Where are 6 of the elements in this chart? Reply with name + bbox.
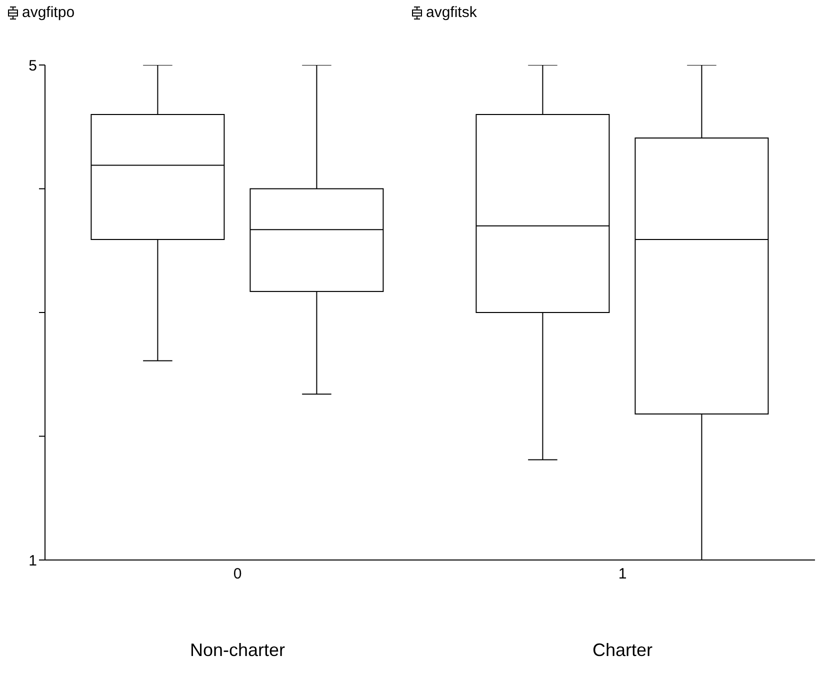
y-tick-label: 5 <box>28 57 37 74</box>
legend-label: avgfitpo <box>22 4 75 21</box>
text: Non-charter <box>188 640 286 661</box>
x-tick-label: 0 <box>233 566 242 583</box>
legend-label: avgfitsk <box>426 4 477 21</box>
text: Charter <box>591 640 654 661</box>
